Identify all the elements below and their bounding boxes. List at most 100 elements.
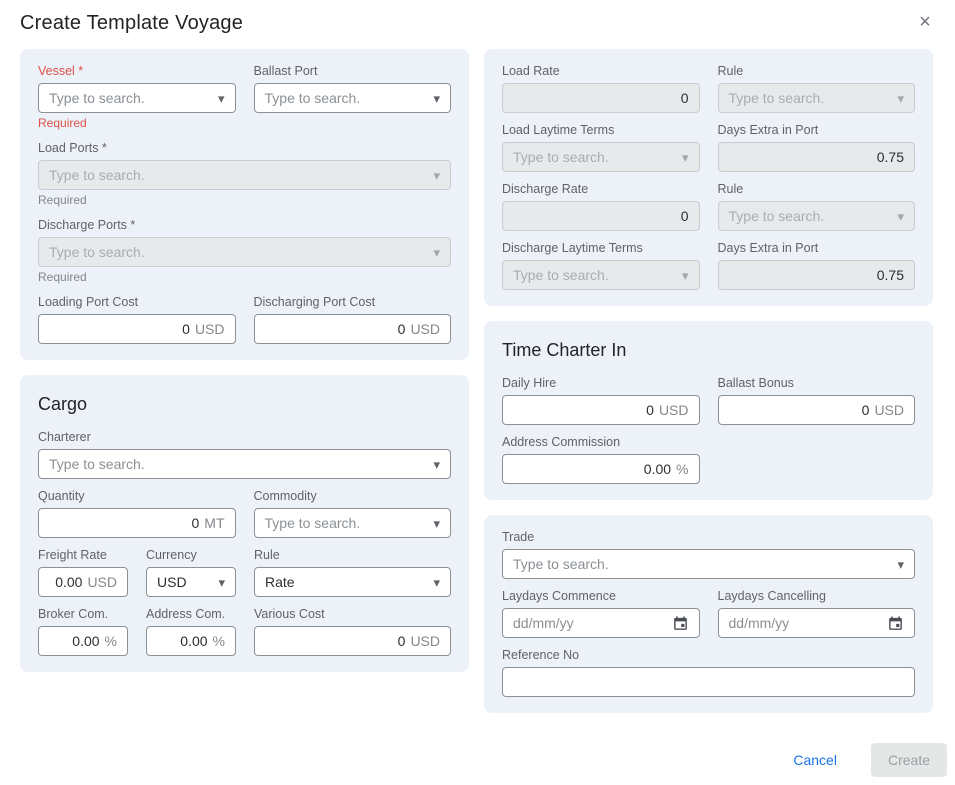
- trade-placeholder: Type to search.: [513, 556, 609, 572]
- discharging-port-cost-input[interactable]: 0 USD: [253, 314, 451, 344]
- commodity-select[interactable]: Type to search. ▾: [253, 508, 451, 538]
- loading-port-cost-input[interactable]: 0 USD: [38, 314, 236, 344]
- trade-select[interactable]: Type to search. ▾: [502, 549, 915, 579]
- rule-select[interactable]: Rate ▾: [254, 567, 451, 597]
- ballast-port-placeholder: Type to search.: [264, 90, 361, 106]
- cancel-button[interactable]: Cancel: [783, 744, 847, 776]
- field-reference-no: Reference No: [502, 648, 915, 697]
- calendar-icon[interactable]: [887, 615, 904, 632]
- field-loading-port-cost: Loading Port Cost 0 USD: [38, 295, 236, 344]
- dialog-body: Vessel * Type to search. ▾ Required Ball…: [0, 49, 955, 713]
- chevron-down-icon: ▾: [433, 574, 440, 590]
- rule-label: Rule: [254, 548, 280, 562]
- various-cost-input[interactable]: 0 USD: [254, 626, 451, 656]
- address-com-input[interactable]: 0.00 %: [146, 626, 236, 656]
- ballast-port-select[interactable]: Type to search. ▾: [253, 83, 451, 113]
- load-ports-required-helper: Required: [38, 193, 87, 207]
- right-column: Load Rate 0 Rule Type to search. ▾ Load …: [484, 49, 933, 713]
- vessel-label: Vessel *: [38, 64, 84, 78]
- chevron-down-icon: ▾: [433, 90, 440, 106]
- discharge-laytime-terms-label: Discharge Laytime Terms: [502, 241, 643, 255]
- field-rule: Rule Rate ▾: [254, 548, 451, 597]
- load-rate-label: Load Rate: [502, 64, 560, 78]
- input-value: 0: [397, 633, 406, 649]
- address-commission-input[interactable]: 0.00 %: [502, 454, 700, 484]
- reference-no-label: Reference No: [502, 648, 580, 662]
- discharging-port-cost-label: Discharging Port Cost: [253, 295, 376, 309]
- freight-rate-label: Freight Rate: [38, 548, 107, 562]
- load-days-extra-label: Days Extra in Port: [717, 123, 819, 137]
- chevron-down-icon: ▾: [897, 208, 904, 224]
- trade-panel: Trade Type to search. ▾ Laydays Commence…: [484, 515, 933, 713]
- input-unit: %: [212, 633, 225, 649]
- chevron-down-icon: ▾: [217, 90, 225, 106]
- dialog-header: Create Template Voyage ×: [0, 0, 955, 49]
- discharge-ports-label: Discharge Ports *: [38, 218, 136, 232]
- currency-select[interactable]: USD ▾: [146, 567, 236, 597]
- ballast-bonus-input[interactable]: 0 USD: [717, 395, 915, 425]
- selected-value: USD: [157, 574, 187, 590]
- broker-com-input[interactable]: 0.00 %: [38, 626, 128, 656]
- field-laydays-commence: Laydays Commence dd/mm/yy: [502, 589, 700, 638]
- trade-label: Trade: [502, 530, 535, 544]
- field-discharge-laytime-terms: Discharge Laytime Terms Type to search. …: [502, 241, 700, 290]
- input-unit: USD: [87, 574, 117, 590]
- discharge-ports-placeholder: Type to search.: [49, 244, 145, 260]
- quantity-input[interactable]: 0 MT: [38, 508, 236, 538]
- input-unit: %: [104, 633, 117, 649]
- various-cost-label: Various Cost: [254, 607, 325, 621]
- field-commodity: Commodity Type to search. ▾: [253, 489, 451, 538]
- input-value: 0: [397, 321, 406, 337]
- load-ports-placeholder: Type to search.: [49, 167, 145, 183]
- page-title: Create Template Voyage: [20, 12, 244, 34]
- charterer-select[interactable]: Type to search. ▾: [38, 449, 451, 479]
- discharge-laytime-terms-select: Type to search. ▾: [502, 260, 700, 290]
- chevron-down-icon: ▾: [433, 244, 440, 260]
- input-value: 0.00: [55, 574, 83, 590]
- vessel-required-helper: Required: [38, 116, 87, 130]
- load-ports-label: Load Ports *: [38, 141, 107, 155]
- address-commission-label: Address Commission: [502, 435, 621, 449]
- discharge-rule-label: Rule: [717, 182, 744, 196]
- load-rule-label: Rule: [717, 64, 744, 78]
- field-discharging-port-cost: Discharging Port Cost 0 USD: [253, 295, 451, 344]
- field-quantity: Quantity 0 MT: [38, 489, 236, 538]
- field-laydays-cancelling: Laydays Cancelling dd/mm/yy: [717, 589, 915, 638]
- vessel-select[interactable]: Type to search. ▾: [38, 83, 236, 113]
- close-icon[interactable]: ×: [919, 11, 931, 33]
- rates-panel: Load Rate 0 Rule Type to search. ▾ Load …: [484, 49, 933, 306]
- input-value: 0: [861, 402, 870, 418]
- field-load-rate: Load Rate 0: [502, 64, 700, 113]
- laydays-commence-input[interactable]: dd/mm/yy: [502, 608, 700, 638]
- field-freight-rate: Freight Rate 0.00 USD: [38, 548, 128, 597]
- input-value: 0: [680, 208, 689, 224]
- input-value: 0: [191, 515, 200, 531]
- create-button[interactable]: Create: [870, 743, 947, 777]
- chevron-down-icon: ▾: [897, 556, 904, 572]
- daily-hire-input[interactable]: 0 USD: [502, 395, 700, 425]
- input-unit: USD: [194, 321, 225, 337]
- freight-rate-input[interactable]: 0.00 USD: [38, 567, 128, 597]
- field-various-cost: Various Cost 0 USD: [254, 607, 451, 656]
- discharge-rule-placeholder: Type to search.: [728, 208, 825, 224]
- load-rule-placeholder: Type to search.: [728, 90, 825, 106]
- dialog-footer: Cancel Create: [0, 713, 955, 777]
- charterer-label: Charterer: [38, 430, 91, 444]
- laydays-cancelling-input[interactable]: dd/mm/yy: [717, 608, 915, 638]
- input-value: 0: [182, 321, 190, 337]
- input-value: 0.75: [876, 149, 904, 165]
- field-load-laytime-terms: Load Laytime Terms Type to search. ▾: [502, 123, 700, 172]
- charterer-placeholder: Type to search.: [49, 456, 145, 472]
- input-unit: USD: [874, 402, 904, 418]
- commodity-label: Commodity: [253, 489, 317, 503]
- reference-no-input[interactable]: [502, 667, 915, 697]
- field-load-rule: Rule Type to search. ▾: [717, 64, 915, 113]
- input-value: 0.00: [72, 633, 100, 649]
- left-column: Vessel * Type to search. ▾ Required Ball…: [20, 49, 469, 672]
- selected-value: Rate: [265, 574, 295, 590]
- calendar-icon[interactable]: [672, 615, 689, 632]
- input-unit: MT: [204, 515, 225, 531]
- load-days-extra-input: 0.75: [717, 142, 915, 172]
- date-placeholder: dd/mm/yy: [513, 615, 574, 631]
- field-address-commission: Address Commission 0.00 %: [502, 435, 700, 484]
